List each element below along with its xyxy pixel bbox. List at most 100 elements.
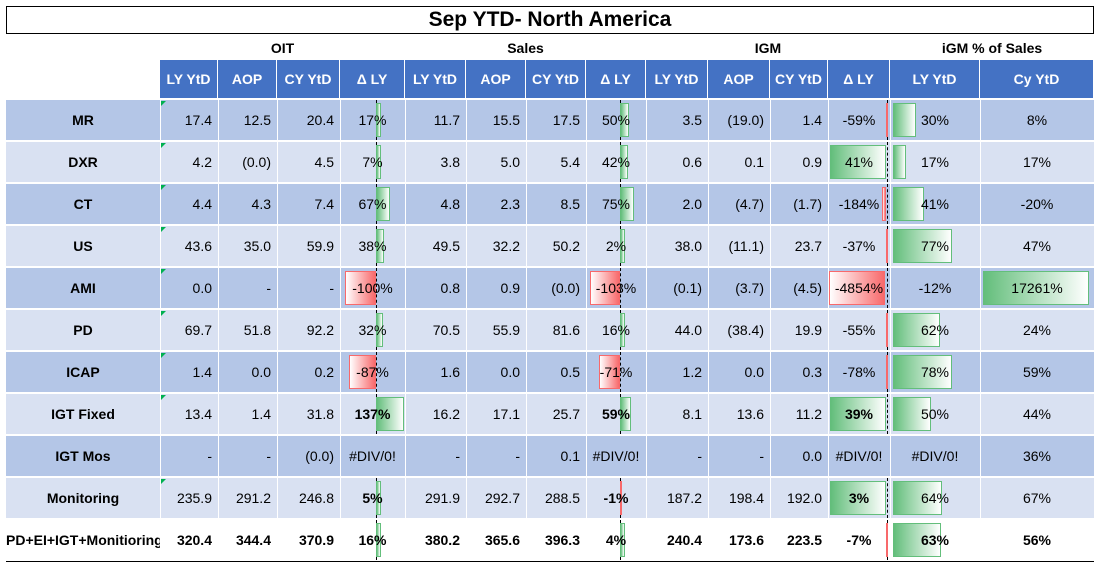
table-cell: 59.9 [306, 238, 334, 254]
table-cell: 0.9 [802, 154, 822, 170]
column-header: Δ LY [340, 60, 405, 98]
delta-bar-negative [349, 355, 376, 389]
row-separator [6, 308, 1094, 309]
delta-bar-positive [620, 523, 625, 557]
row-label: US [73, 238, 93, 254]
table-cell: -7% [846, 532, 872, 548]
table-cell: 4.3 [251, 196, 271, 212]
delta-bar-positive [376, 187, 390, 221]
row-separator [6, 140, 1094, 141]
table-cell: 92.2 [306, 322, 334, 338]
igm-bar [893, 523, 941, 557]
table-cell: -4854% [834, 280, 884, 296]
table-cell: 16.2 [432, 406, 460, 422]
column-separator [160, 98, 161, 520]
table-cell: 50% [601, 112, 631, 128]
table-cell: 0.0 [802, 448, 822, 464]
table-cell: 75% [601, 196, 631, 212]
table-cell: 7.4 [314, 196, 334, 212]
delta-bar-negative [886, 355, 888, 389]
table-row [6, 142, 1094, 182]
table-cell: #DIV/0! [835, 448, 883, 464]
table-cell: 38.0 [674, 238, 702, 254]
table-cell: 292.7 [484, 490, 520, 506]
zero-axis [620, 268, 621, 308]
delta-bar-positive [620, 187, 634, 221]
table-cell: (0.0) [305, 448, 334, 464]
column-header: Cy YtD [980, 60, 1094, 98]
table-cell: -100% [352, 280, 393, 296]
table-cell: 0.0 [500, 364, 520, 380]
row-separator [6, 392, 1094, 393]
table-cell: -184% [838, 196, 880, 212]
table-cell: #DIV/0! [911, 448, 959, 464]
row-label: ICAP [66, 364, 100, 380]
delta-bar-positive [376, 229, 384, 263]
igm-bar [893, 481, 942, 515]
table-cell: 396.3 [544, 532, 580, 548]
table-cell: (0.0) [551, 280, 580, 296]
cell-marker [161, 185, 166, 190]
row-label: DXR [68, 154, 98, 170]
zero-axis [887, 142, 888, 182]
column-header: AOP [708, 60, 770, 98]
row-label: AMI [70, 280, 96, 296]
table-cell: 17261% [1011, 280, 1063, 296]
column-group-header: IGM [754, 40, 782, 56]
report-title: Sep YTD- North America [6, 6, 1094, 34]
table-cell: -71% [599, 364, 633, 380]
column-header: LY YtD [646, 60, 708, 98]
table-cell: -20% [1020, 196, 1054, 212]
delta-bar-positive [620, 145, 628, 179]
table-cell: 0.8 [440, 280, 460, 296]
delta-bar-negative [599, 355, 620, 389]
table-cell: 370.9 [298, 532, 334, 548]
table-bottom-border [6, 561, 1094, 562]
table-cell: 198.4 [728, 490, 764, 506]
table-cell: 0.1 [744, 154, 764, 170]
column-header: LY YtD [405, 60, 466, 98]
delta-bar-positive [620, 229, 625, 263]
table-cell: 41% [920, 196, 950, 212]
column-header: LY YtD [890, 60, 980, 98]
column-separator [586, 98, 587, 520]
table-cell: 4.5 [314, 154, 334, 170]
column-header: LY YtD [160, 60, 218, 98]
delta-bar-positive [830, 145, 886, 179]
delta-bar-positive [376, 313, 383, 347]
table-cell: - [207, 448, 212, 464]
table-cell: 70.5 [432, 322, 460, 338]
table-cell: 62% [920, 322, 950, 338]
table-cell: -103% [595, 280, 637, 296]
cell-marker [161, 227, 166, 232]
delta-bar-negative [619, 481, 622, 515]
table-cell: -55% [842, 322, 876, 338]
table-cell: (19.0) [727, 112, 764, 128]
table-cell: 67% [358, 196, 387, 212]
table-cell: 30% [920, 112, 950, 128]
cell-marker [161, 143, 166, 148]
table-cell: 320.4 [176, 532, 212, 548]
table-cell: 7% [362, 154, 383, 170]
zero-axis [620, 352, 621, 392]
table-cell: (0.1) [673, 280, 702, 296]
delta-bar-negative [829, 271, 885, 305]
table-cell: #DIV/0! [349, 448, 396, 464]
table-cell: 5.0 [500, 154, 520, 170]
igm-bar [893, 313, 941, 347]
table-cell: - [329, 280, 334, 296]
row-label: IGT Fixed [51, 406, 115, 422]
table-cell: 1.2 [682, 364, 702, 380]
cell-marker [161, 101, 166, 106]
table-cell: 44.0 [674, 322, 702, 338]
row-label: MR [72, 112, 94, 128]
table-cell: 32.2 [492, 238, 520, 254]
table-cell: 1.4 [192, 364, 212, 380]
table-cell: 4.2 [192, 154, 212, 170]
table-cell: -12% [918, 280, 952, 296]
column-separator [405, 98, 406, 520]
table-cell: -87% [356, 364, 389, 380]
row-separator [6, 560, 1094, 561]
delta-bar-negative [882, 187, 886, 221]
column-header: AOP [218, 60, 277, 98]
